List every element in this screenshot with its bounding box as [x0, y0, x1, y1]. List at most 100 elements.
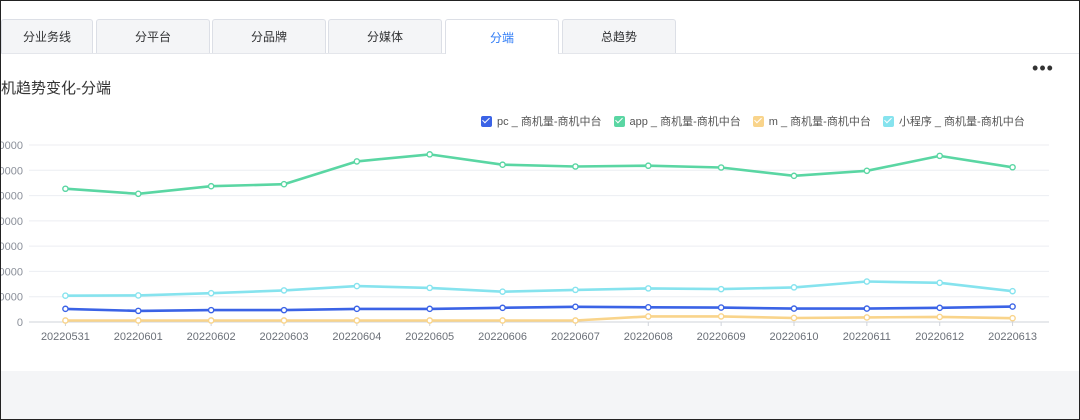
- series-point-1: [134, 190, 142, 198]
- series-point-3: [863, 278, 871, 285]
- series-point-3: [426, 284, 434, 292]
- more-horizontal-icon[interactable]: •••: [1032, 58, 1054, 78]
- legend-label: 小程序 _ 商机量-商机中台: [898, 116, 1025, 128]
- tab-business-line[interactable]: 分业务线: [1, 19, 93, 53]
- series-point-0: [1009, 303, 1016, 310]
- x-tick-label: 20220602: [187, 331, 236, 343]
- x-tick-label: 20220610: [770, 331, 819, 343]
- x-tick-label: 20220606: [478, 331, 527, 343]
- x-tick-label: 20220607: [551, 331, 600, 343]
- x-tick-label: 20220531: [41, 331, 90, 343]
- series-point-0: [353, 305, 361, 313]
- legend-label: app _ 商机量-商机中台: [629, 116, 741, 128]
- line-chart: 0000000000000000000000000000020220531202…: [1, 140, 1049, 343]
- series-point-3: [353, 282, 361, 290]
- series-point-2: [936, 313, 944, 321]
- series-point-1: [936, 152, 944, 160]
- series-point-3: [1009, 287, 1016, 295]
- series-point-1: [280, 180, 288, 188]
- checkbox-checked-icon: [752, 115, 764, 127]
- legend-item-pc[interactable]: pc _ 商机量-商机中台: [481, 113, 602, 129]
- x-tick-label: 20220611: [843, 331, 891, 343]
- x-tick-label: 20220612: [915, 331, 964, 343]
- series-point-2: [644, 313, 652, 320]
- series-point-3: [790, 284, 798, 291]
- series-point-0: [790, 305, 798, 312]
- series-point-3: [644, 285, 652, 292]
- series-point-3: [207, 289, 215, 297]
- tab-brand[interactable]: 分品牌: [212, 19, 326, 53]
- series-line-1: [65, 153, 1013, 196]
- series-point-2: [790, 314, 798, 322]
- page-footer-area: [1, 371, 1079, 419]
- series-line-3: [65, 280, 1013, 297]
- series-point-0: [936, 304, 944, 312]
- series-point-3: [717, 285, 725, 293]
- series-point-2: [426, 317, 434, 324]
- series-point-3: [134, 292, 142, 299]
- tab-media[interactable]: 分媒体: [328, 19, 442, 53]
- chart-legend: pc _ 商机量-商机中台 app _ 商机量-商机中台 m _ 商机量-商机中…: [481, 113, 1025, 129]
- legend-item-m[interactable]: m _ 商机量-商机中台: [752, 113, 871, 129]
- series-point-2: [717, 313, 725, 320]
- series-point-2: [499, 317, 506, 324]
- legend-item-mini-program[interactable]: 小程序 _ 商机量-商机中台: [882, 113, 1025, 129]
- series-line-0: [65, 305, 1013, 313]
- series-point-1: [499, 161, 506, 169]
- series-point-2: [207, 317, 215, 324]
- series-point-3: [62, 292, 69, 300]
- tab-overall-trend[interactable]: 总趋势: [562, 19, 676, 53]
- series-point-0: [134, 307, 142, 315]
- checkbox-checked-icon: [481, 115, 492, 127]
- series-point-3: [499, 288, 506, 295]
- series-point-2: [863, 314, 871, 321]
- checkbox-checked-icon: [613, 115, 625, 127]
- legend-label: pc _ 商机量-商机中台: [497, 116, 602, 128]
- series-point-3: [572, 286, 579, 294]
- x-tick-label: 20220613: [988, 331, 1037, 343]
- series-point-0: [280, 306, 288, 314]
- legend-item-app[interactable]: app _ 商机量-商机中台: [613, 113, 741, 129]
- series-point-2: [353, 317, 361, 324]
- series-point-2: [572, 317, 579, 324]
- series-point-0: [572, 303, 579, 311]
- series-point-0: [644, 304, 652, 311]
- x-tick-label: 20220604: [332, 331, 381, 343]
- x-tick-label: 20220603: [260, 331, 309, 343]
- series-point-1: [207, 182, 215, 190]
- series-point-1: [353, 158, 361, 165]
- series-point-1: [790, 172, 798, 180]
- series-line-2: [65, 315, 1013, 322]
- series-point-1: [863, 167, 871, 175]
- x-tick-label: 20220605: [405, 331, 454, 343]
- series-point-0: [717, 304, 725, 311]
- series-point-0: [62, 305, 69, 313]
- series-point-0: [863, 305, 871, 312]
- tab-platform[interactable]: 分平台: [96, 19, 210, 53]
- series-point-2: [134, 317, 142, 324]
- legend-label: m _ 商机量-商机中台: [768, 116, 871, 128]
- x-tick-label: 20220601: [114, 331, 163, 343]
- series-point-1: [62, 185, 69, 193]
- x-tick-label: 20220609: [697, 331, 746, 343]
- series-point-0: [207, 306, 215, 314]
- checkbox-checked-icon: [882, 115, 894, 127]
- series-point-0: [499, 304, 506, 312]
- tab-bar: 分业务线 分平台 分品牌 分媒体 分端 总趋势: [1, 1, 1079, 54]
- x-tick-label: 20220608: [624, 331, 673, 343]
- series-point-1: [1009, 163, 1016, 171]
- series-point-1: [426, 151, 434, 158]
- series-point-2: [280, 317, 288, 324]
- series-point-1: [572, 163, 579, 170]
- y-tick-label: 0: [17, 317, 23, 329]
- series-point-2: [1009, 314, 1016, 322]
- series-point-2: [62, 317, 69, 324]
- tab-terminal[interactable]: 分端: [445, 19, 559, 54]
